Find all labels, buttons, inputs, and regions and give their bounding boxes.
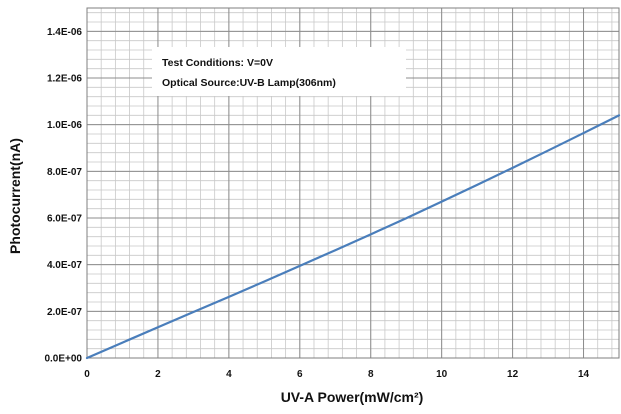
annotation-box: Test Conditions: V=0V Optical Source:UV-… — [152, 47, 406, 96]
annotation-background — [152, 47, 406, 96]
y-tick-label: 6.0E-07 — [47, 214, 82, 225]
annotation-line-2: Optical Source:UV-B Lamp(306nm) — [162, 77, 336, 89]
y-tick-label: 1.0E-06 — [47, 120, 82, 131]
x-tick-label: 0 — [84, 369, 90, 380]
y-tick-label: 1.4E-06 — [47, 27, 82, 38]
y-tick-label: 0.0E+00 — [44, 354, 82, 365]
x-tick-label: 10 — [436, 369, 448, 380]
x-tick-label: 2 — [155, 369, 161, 380]
x-tick-label: 4 — [226, 369, 232, 380]
y-axis-ticks: 0.0E+00 2.0E-07 4.0E-07 6.0E-07 8.0E-07 1.0E-… — [44, 27, 82, 365]
x-tick-label: 6 — [297, 369, 303, 380]
y-tick-label: 1.2E-06 — [47, 74, 82, 85]
x-tick-label: 14 — [578, 369, 590, 380]
x-axis-title: UV-A Power(mW/cm²) — [281, 389, 424, 405]
series-layer — [85, 114, 621, 360]
series-line-1 — [85, 114, 621, 360]
y-tick-label: 4.0E-07 — [47, 260, 82, 271]
y-axis-title: Photocurrent(nA) — [7, 138, 23, 254]
x-tick-label: 12 — [507, 369, 519, 380]
y-tick-label: 2.0E-07 — [47, 307, 82, 318]
annotation-line-1: Test Conditions: V=0V — [162, 57, 273, 69]
y-tick-label: 8.0E-07 — [47, 167, 82, 178]
x-axis-ticks: 0 2 4 6 8 10 12 14 — [84, 369, 589, 380]
plot-area-frame — [86, 7, 620, 359]
x-tick-label: 8 — [368, 369, 374, 380]
